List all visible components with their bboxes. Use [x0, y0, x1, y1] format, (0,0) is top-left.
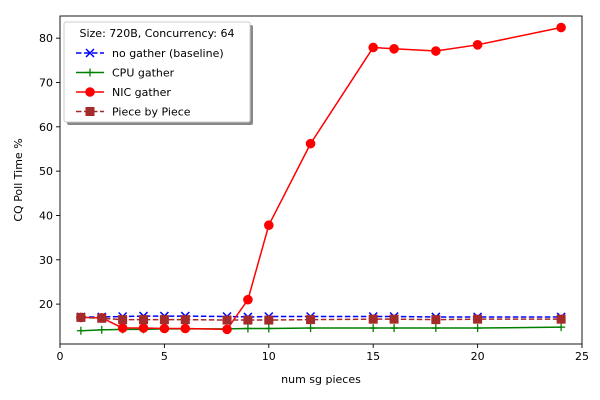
- x-tick-label: 15: [366, 350, 380, 363]
- y-tick-label: 80: [39, 32, 53, 45]
- data-point: [76, 326, 85, 335]
- data-point: [243, 315, 253, 325]
- legend-entry: NIC gather: [76, 86, 171, 99]
- data-point: [222, 315, 232, 325]
- data-point: [557, 323, 566, 332]
- data-point: [264, 315, 274, 325]
- x-tick-label: 0: [57, 350, 64, 363]
- data-point: [556, 22, 566, 33]
- x-tick-label: 10: [262, 350, 276, 363]
- data-point: [139, 315, 149, 325]
- legend-entries: no gather (baseline) CPU gather NIC gather…: [76, 47, 224, 119]
- data-point: [264, 220, 274, 231]
- data-point: [473, 314, 483, 324]
- series-3: [76, 312, 566, 325]
- data-point: [180, 323, 191, 334]
- data-point: [431, 324, 440, 333]
- data-point: [138, 323, 149, 333]
- legend: Size: 720B, Concurrency: 64 no gather (b…: [63, 21, 253, 125]
- legend-box: [63, 21, 251, 123]
- x-tick-label: 20: [471, 350, 485, 363]
- series-layer: [76, 22, 566, 335]
- data-point: [306, 324, 315, 333]
- legend-entry: Piece by Piece: [76, 106, 191, 119]
- data-point: [389, 314, 399, 324]
- y-tick-label: 20: [39, 298, 53, 311]
- legend-label: Piece by Piece: [112, 106, 191, 119]
- data-point: [117, 323, 128, 333]
- data-point: [118, 315, 128, 325]
- data-point: [243, 324, 252, 333]
- data-point: [159, 323, 170, 334]
- data-point: [306, 315, 316, 325]
- data-point: [159, 315, 169, 325]
- x-tick-label: 25: [575, 350, 589, 363]
- y-axis-label: CQ Poll Time %: [12, 138, 25, 221]
- data-point: [390, 324, 399, 333]
- data-point: [431, 46, 441, 56]
- data-point: [222, 324, 232, 335]
- y-tick-label: 70: [39, 76, 53, 89]
- data-point: [180, 315, 190, 325]
- legend-marker: [85, 87, 95, 97]
- legend-entry: no gather (baseline): [76, 47, 224, 60]
- legend-label: no gather (baseline): [112, 47, 224, 60]
- axes-layer: 0 5 10 15 20 25 20 30 40 50 60 70 80: [39, 15, 589, 363]
- legend-label: NIC gather: [112, 86, 171, 99]
- y-tick-label: 60: [39, 121, 53, 134]
- legend-marker: [86, 68, 94, 77]
- data-point: [76, 312, 86, 322]
- y-tick-label: 50: [39, 165, 53, 178]
- series-line: [80, 316, 562, 321]
- legend-marker: [85, 48, 95, 58]
- data-point: [473, 324, 482, 333]
- y-tick-label: 30: [39, 254, 53, 267]
- legend-entry: CPU gather: [76, 67, 175, 80]
- legend-label: CPU gather: [112, 67, 175, 80]
- legend-marker: [85, 107, 95, 116]
- legend-title: Size: 720B, Concurrency: 64: [79, 27, 234, 40]
- x-axis-label: num sg pieces: [281, 373, 361, 386]
- data-point: [556, 314, 566, 324]
- y-tick-label: 40: [39, 209, 53, 222]
- data-point: [389, 44, 399, 54]
- data-point: [97, 313, 107, 323]
- data-point: [368, 42, 379, 53]
- x-tick-label: 5: [161, 350, 168, 363]
- data-point: [369, 324, 378, 333]
- series-line: [80, 315, 562, 318]
- axes-frame: [59, 15, 583, 345]
- data-point: [243, 294, 253, 305]
- data-point: [305, 138, 316, 149]
- data-point: [368, 314, 378, 324]
- data-point: [431, 315, 441, 325]
- data-point: [472, 40, 483, 50]
- data-point: [97, 325, 106, 334]
- data-point: [264, 324, 273, 333]
